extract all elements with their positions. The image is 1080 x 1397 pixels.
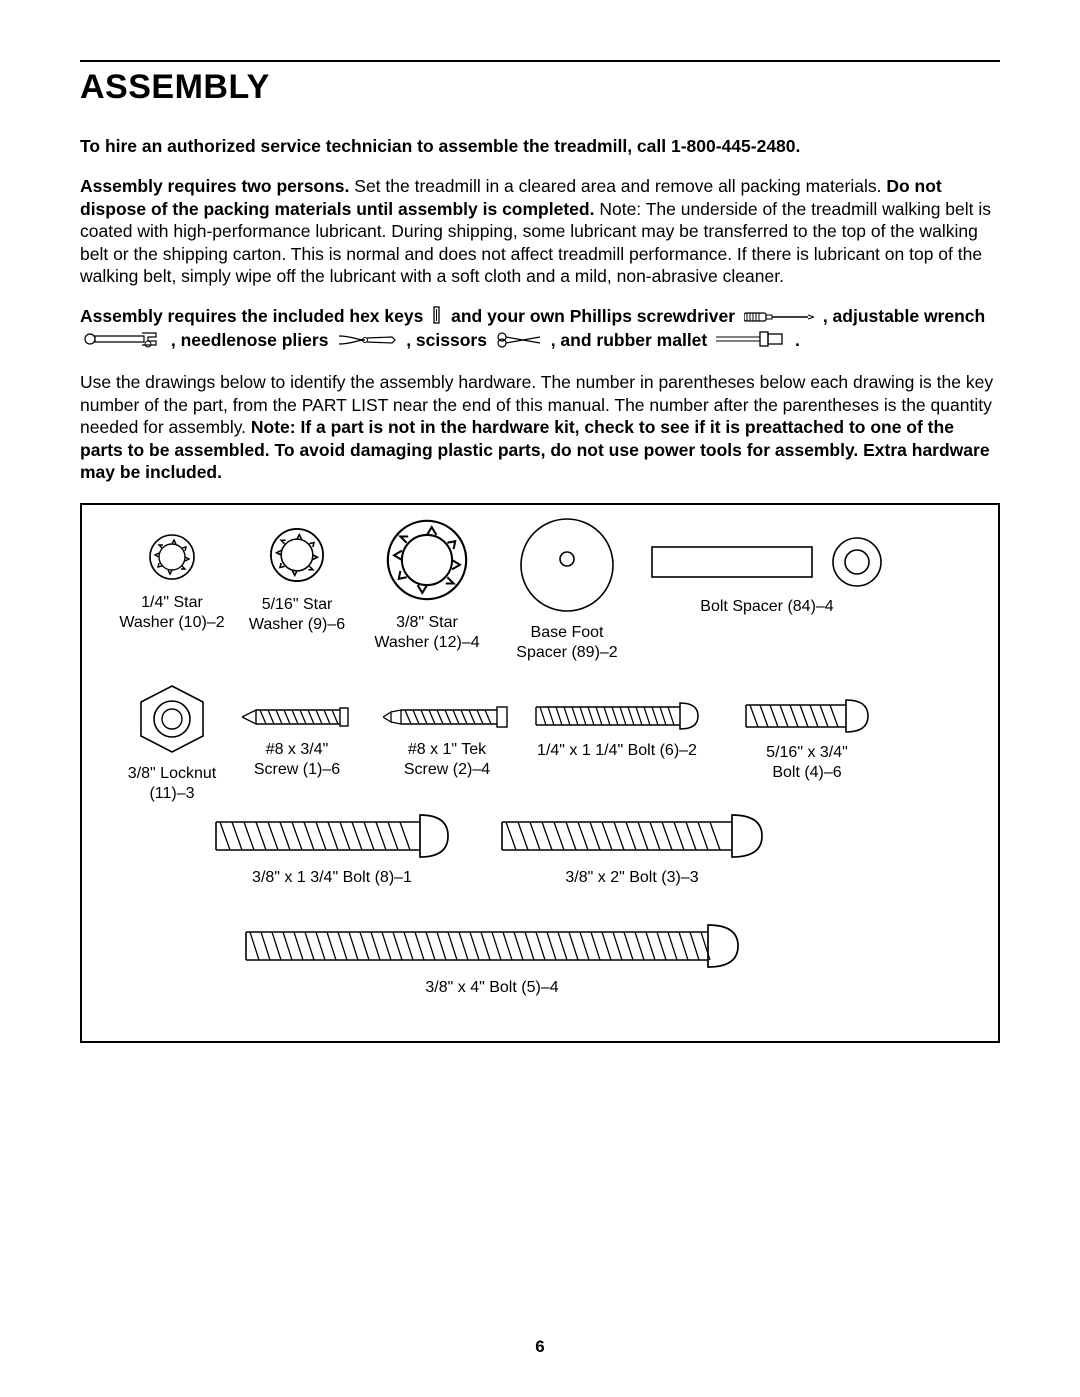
bolt-spacer-icon (642, 535, 892, 591)
intro-para2-mid: Set the treadmill in a cleared area and … (349, 176, 886, 196)
hw-bolt-3-8-1-3-4: 3/8" x 1 3/4" Bolt (8)–1 (202, 810, 462, 888)
hw-label: 3/8" Star (396, 614, 458, 631)
tools-t6: , and rubber mallet (551, 330, 708, 350)
top-rule (80, 60, 1000, 62)
hw-bolt-5-16: 5/16" x 3/4" Bolt (4)–6 (727, 695, 887, 783)
bolt-icon (212, 810, 452, 862)
intro-para2-b1: Assembly requires two persons. (80, 176, 349, 196)
hardware-box: 1/4" Star Washer (10)–2 5/16" Star Washer … (80, 503, 1000, 1043)
hw-label: 3/8" x 2" Bolt (3)–3 (565, 869, 698, 886)
hw-locknut: 3/8" Locknut (11)–3 (107, 680, 237, 804)
spacer-disc-icon (512, 517, 622, 617)
tools-t4: , needlenose pliers (171, 330, 329, 350)
hw-label: Washer (12)–4 (374, 634, 479, 651)
screwdriver-icon (744, 307, 814, 329)
hw-label: 5/16" x 3/4" (766, 744, 848, 761)
bolt-icon (498, 810, 766, 862)
tools-t1: Assembly requires the included hex keys (80, 306, 423, 326)
scissors-icon (496, 331, 542, 353)
star-washer-icon (380, 513, 474, 607)
hw-label: #8 x 3/4" (266, 741, 329, 758)
intro-para2: Assembly requires two persons. Set the t… (80, 175, 1000, 287)
hw-label: Screw (1)–6 (254, 761, 340, 778)
star-washer-icon (142, 527, 202, 587)
hw-label: Washer (10)–2 (119, 614, 224, 631)
hw-label: Screw (2)–4 (404, 761, 490, 778)
intro-para4: Use the drawings below to identify the a… (80, 371, 1000, 483)
locknut-icon (131, 680, 213, 758)
hw-label: 1/4" x 1 1/4" Bolt (6)–2 (537, 742, 697, 759)
hw-label: 3/8" x 4" Bolt (5)–4 (425, 979, 558, 996)
page-number: 6 (0, 1337, 1080, 1357)
tools-t3: , adjustable wrench (823, 306, 985, 326)
hw-label: Bolt Spacer (84)–4 (700, 598, 833, 615)
tools-t2: and your own Phillips screwdriver (451, 306, 735, 326)
hw-label: Spacer (89)–2 (516, 644, 617, 661)
hw-screw-8-1-tek: #8 x 1" Tek Screw (2)–4 (377, 700, 517, 780)
hw-label: 5/16" Star (262, 596, 333, 613)
intro-line1: To hire an authorized service technician… (80, 135, 1000, 157)
tek-screw-icon (383, 700, 511, 734)
hw-bolt-1-4: 1/4" x 1 1/4" Bolt (6)–2 (522, 697, 712, 761)
hw-bolt-3-8-4: 3/8" x 4" Bolt (5)–4 (232, 920, 752, 998)
screw-icon (242, 700, 352, 734)
hw-bolt-spacer: Bolt Spacer (84)–4 (637, 535, 897, 617)
bolt-icon (532, 697, 702, 735)
hw-label: Base Foot (531, 624, 604, 641)
intro-line1-bold: To hire an authorized service technician… (80, 136, 800, 156)
hw-label: Bolt (4)–6 (772, 764, 841, 781)
hw-star-washer-1-4: 1/4" Star Washer (10)–2 (112, 527, 232, 633)
hex-key-icon (432, 306, 442, 329)
hw-label: #8 x 1" Tek (408, 741, 486, 758)
hw-label: 3/8" x 1 3/4" Bolt (8)–1 (252, 869, 412, 886)
hw-label: Washer (9)–6 (249, 616, 345, 633)
bolt-icon (242, 920, 742, 972)
tools-t5: , scissors (406, 330, 487, 350)
hw-base-foot-spacer: Base Foot Spacer (89)–2 (497, 517, 637, 663)
page-title: ASSEMBLY (80, 68, 1000, 107)
hw-label: 3/8" Locknut (128, 765, 216, 782)
hw-star-washer-5-16: 5/16" Star Washer (9)–6 (237, 521, 357, 635)
pliers-icon (337, 331, 397, 353)
mallet-icon (716, 330, 786, 353)
hw-label: 1/4" Star (141, 594, 203, 611)
wrench-icon (84, 330, 162, 353)
hw-screw-8-34: #8 x 3/4" Screw (1)–6 (232, 700, 362, 780)
star-washer-icon (263, 521, 331, 589)
tools-period: . (795, 330, 800, 350)
hw-star-washer-3-8: 3/8" Star Washer (12)–4 (357, 513, 497, 653)
page: ASSEMBLY To hire an authorized service t… (0, 0, 1080, 1397)
hw-label: (11)–3 (149, 785, 194, 802)
tools-para: Assembly requires the included hex keys … (80, 305, 1000, 353)
bolt-icon (742, 695, 872, 737)
hw-bolt-3-8-2: 3/8" x 2" Bolt (3)–3 (492, 810, 772, 888)
